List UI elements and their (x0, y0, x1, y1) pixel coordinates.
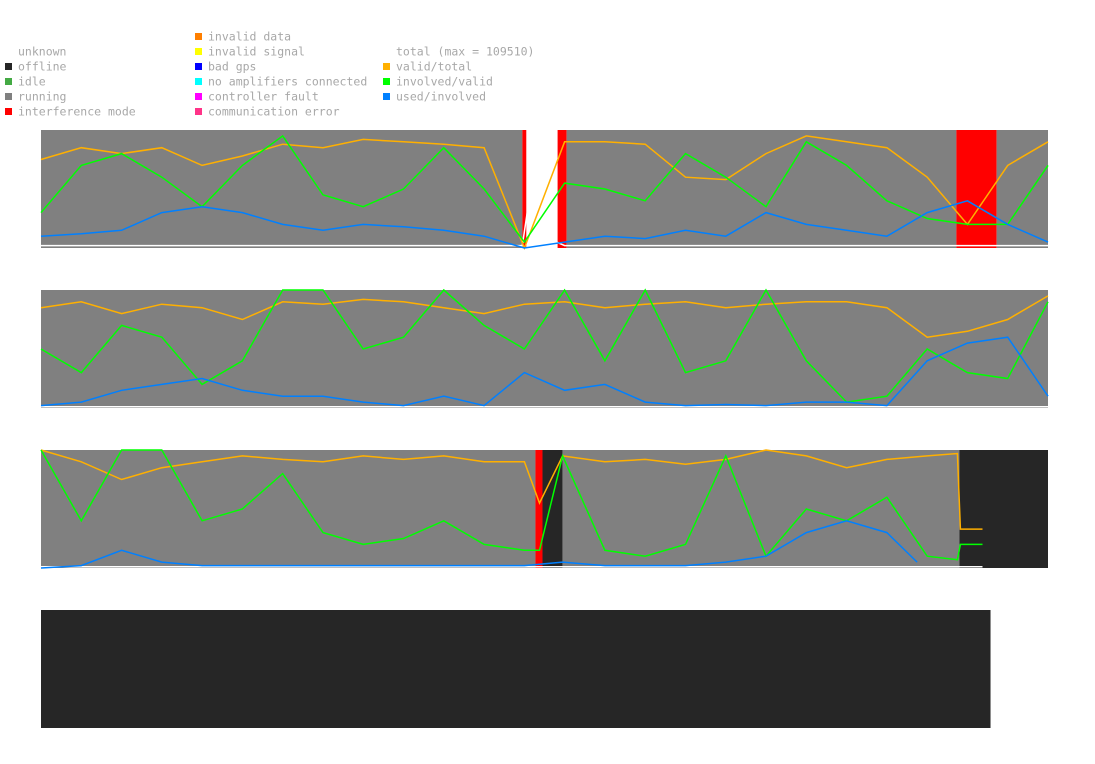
legend-swatch (5, 108, 12, 115)
status-segment (562, 450, 960, 568)
legend-label: unknown (18, 45, 66, 59)
series-line (40, 199, 1049, 249)
legend-swatch (5, 93, 12, 100)
legend-swatch (383, 93, 390, 100)
legend-label: offline (18, 60, 67, 74)
legend-label: running (18, 90, 66, 104)
legend-swatch (383, 63, 390, 70)
legend-label: idle (18, 75, 46, 89)
legend-swatch (383, 48, 390, 55)
status-segment (557, 130, 567, 248)
legend-swatch (195, 63, 202, 70)
legend-label: invalid data (208, 30, 291, 44)
legend-swatch (195, 33, 202, 40)
status-segment (535, 450, 543, 568)
legend-swatch (195, 48, 202, 55)
legend-swatch (195, 78, 202, 85)
legend-label: controller fault (208, 90, 319, 104)
legend-label: used/involved (396, 90, 486, 104)
status-segment (41, 290, 1048, 408)
series-line (40, 135, 1049, 251)
series-line (40, 336, 1049, 407)
legend-swatch (5, 78, 12, 85)
legend-label: involved/valid (396, 75, 493, 89)
legend-swatch (5, 63, 12, 70)
status-segment (566, 130, 957, 248)
legend-label: bad gps (208, 60, 256, 74)
legend-label: interference mode (18, 105, 136, 119)
status-segment (41, 450, 536, 568)
status-segment (956, 130, 997, 248)
legend-label: total (max = 109510) (396, 45, 534, 59)
status-segment (522, 130, 527, 248)
status-segment (996, 130, 1048, 248)
status-segment (959, 450, 1048, 568)
legend-label: no amplifiers connected (208, 75, 367, 89)
series-line (40, 295, 1049, 338)
legend-swatch (5, 48, 12, 55)
legend-swatch (195, 108, 202, 115)
legend-swatch (383, 78, 390, 85)
series-line (40, 449, 983, 561)
legend-label: communication error (208, 105, 340, 119)
status-segment (990, 610, 1048, 728)
legend-label: invalid signal (208, 45, 305, 59)
status-segment (41, 610, 991, 728)
series-line (40, 134, 1049, 244)
series-line (40, 520, 918, 569)
legend-swatch (195, 93, 202, 100)
series-line (40, 449, 983, 530)
legend-label: valid/total (396, 60, 472, 74)
